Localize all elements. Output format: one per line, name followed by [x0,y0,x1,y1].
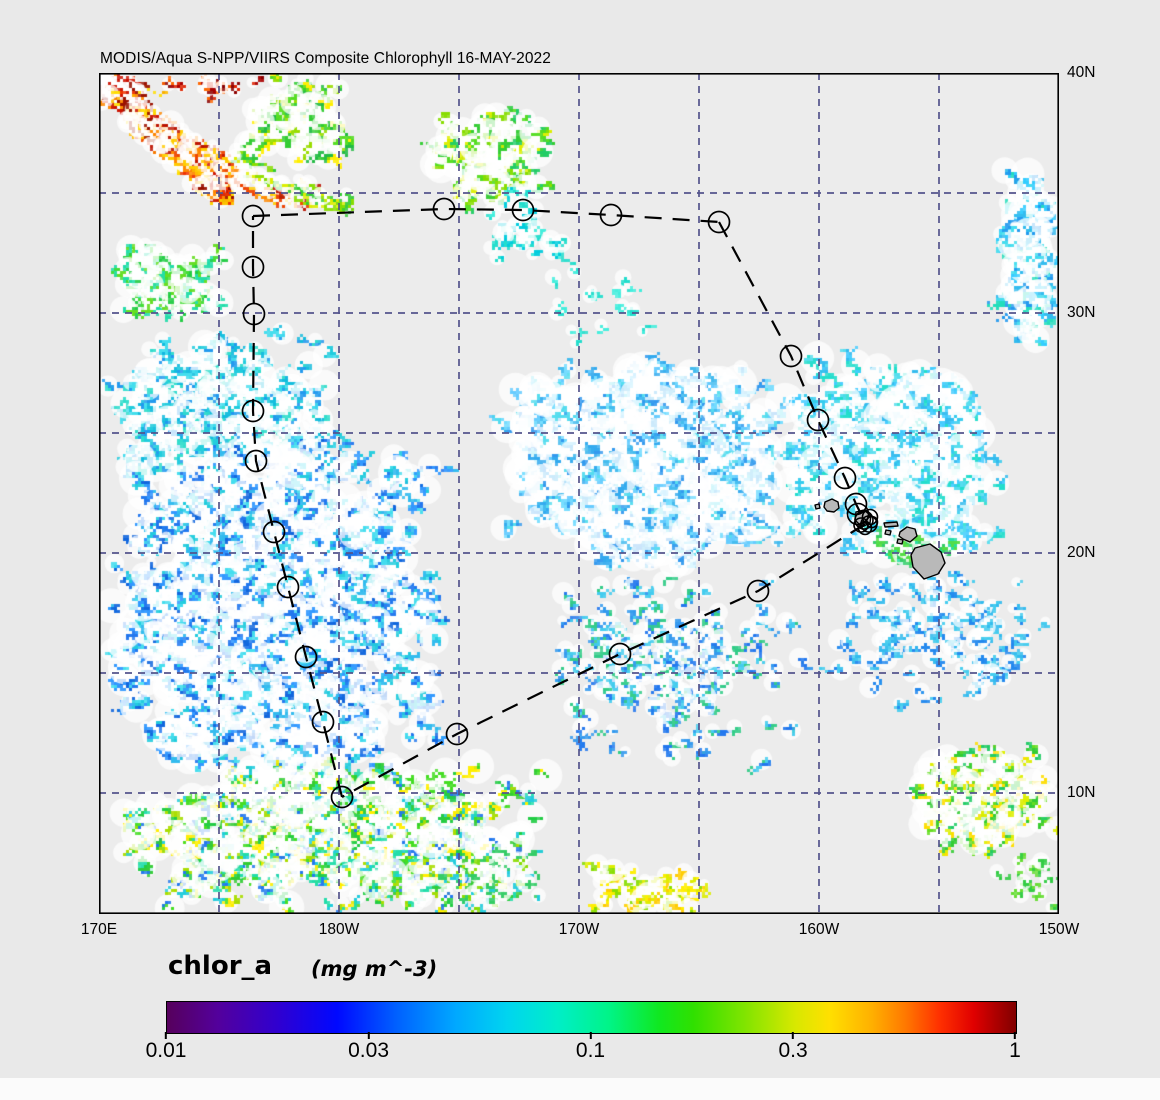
x-axis-label-170E: 170E [80,921,118,938]
x-axis-label-160W: 160W [798,921,840,938]
cruise-track-leg [718,221,866,523]
track-station-marker [276,575,300,599]
y-axis-label-30N: 30N [1067,304,1096,321]
colorbar-tick-0.1 [589,1032,592,1039]
island-kauai [823,498,840,513]
track-station-marker [330,785,354,809]
colorbar-label-0.01: 0.01 [145,1039,187,1062]
track-station-marker [244,449,268,473]
colorbar-gradient [166,1001,1017,1034]
colorbar-label-1: 1 [1009,1039,1021,1062]
track-station-marker [294,645,318,669]
track-station-cluster-marker [854,510,874,530]
colorbar-tick-0.03 [367,1032,370,1039]
x-axis-label-170W: 170W [558,921,600,938]
legend-units: (mg m^-3) [311,957,438,981]
track-station-marker [707,210,731,234]
track-station-marker [599,203,623,227]
x-axis-label-150W: 150W [1038,921,1080,938]
map-overlay [99,73,1059,914]
x-axis-label-180W: 180W [318,921,360,938]
track-station-cluster-marker [865,515,879,529]
island-molokai [883,521,899,528]
colorbar-tick-1 [1013,1032,1017,1039]
legend-title: chlor_a [168,951,273,981]
island-kahoolawe [896,538,904,545]
island-big-island [910,543,946,580]
track-station-marker [806,408,830,432]
bottom-margin [0,1078,1160,1100]
track-station-marker [241,255,265,279]
page-title: MODIS/Aqua S-NPP/VIIRS Composite Chlorop… [100,50,551,67]
y-axis-label-10N: 10N [1067,784,1096,801]
track-station-marker [608,642,632,666]
colorbar-tick-0.3 [791,1032,795,1039]
track-station-marker [779,344,803,368]
track-station-marker [242,302,266,326]
colorbar-label-0.3: 0.3 [778,1039,808,1062]
track-station-cluster-marker [846,502,870,526]
track-station-marker [445,722,469,746]
island-lanai [884,529,892,536]
track-station-marker [241,399,265,423]
map-border [99,73,1059,914]
track-station-marker [241,204,265,228]
island-maui [898,526,918,543]
y-axis-label-40N: 40N [1067,64,1096,81]
colorbar-label-0.1: 0.1 [575,1039,606,1062]
track-station-marker [432,197,456,221]
cruise-track-leg [341,523,866,798]
island-niihau [814,503,821,510]
map-plot [99,73,1059,914]
cruise-track-leg [252,207,720,224]
y-axis-label-20N: 20N [1067,544,1096,561]
colorbar-label-0.03: 0.03 [348,1039,389,1062]
track-station-marker [746,579,770,603]
track-station-marker [511,198,535,222]
track-station-marker [262,520,286,544]
colorbar-tick-0.01 [164,1032,168,1039]
track-station-marker [311,710,335,734]
track-station-marker [833,466,857,490]
cruise-track-leg [251,216,344,798]
